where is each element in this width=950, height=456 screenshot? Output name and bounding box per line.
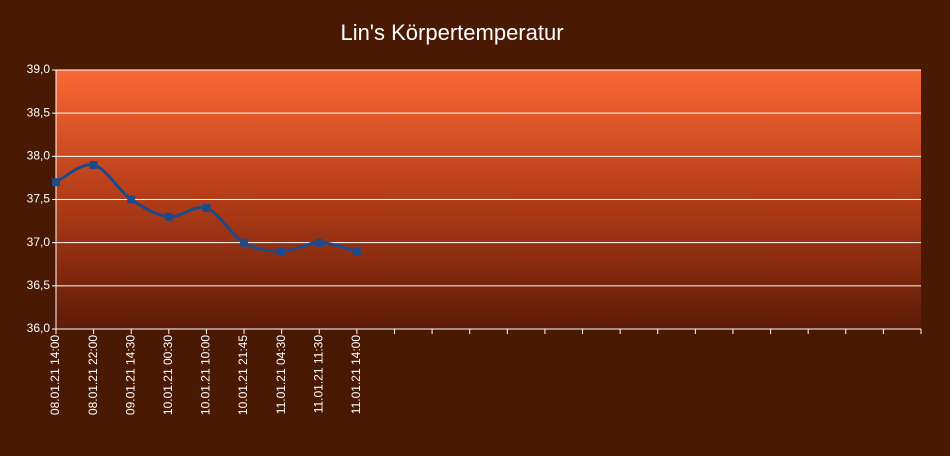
chart-title: Lin's Körpertemperatur [340,20,563,45]
marker [127,195,136,204]
marker [89,160,98,169]
x-tick-label: 10.01.21 10:00 [199,335,213,415]
y-tick-label: 38,5 [27,105,51,119]
y-tick-label: 37,0 [27,235,51,249]
marker [240,238,249,247]
y-tick-label: 36,0 [27,321,51,335]
y-tick-label: 39,0 [27,62,51,76]
x-tick-label: 10.01.21 00:30 [161,335,175,415]
y-tick-label: 38,0 [27,149,51,163]
marker [277,247,286,256]
x-tick-label: 09.01.21 14:30 [123,335,137,415]
x-tick-label: 10.01.21 21:45 [236,335,250,415]
x-tick-label: 11.01.21 04:30 [274,335,288,415]
marker [315,238,324,247]
marker [202,204,211,213]
marker [352,247,361,256]
y-tick-label: 36,5 [27,278,51,292]
y-tick-label: 37,5 [27,192,51,206]
x-tick-label: 08.01.21 14:00 [48,335,62,415]
x-tick-label: 08.01.21 22:00 [86,335,100,415]
marker [164,212,173,221]
x-tick-label: 11.01.21 11:30 [311,335,325,414]
x-tick-label: 11.01.21 14:00 [349,335,363,415]
marker [52,178,60,187]
